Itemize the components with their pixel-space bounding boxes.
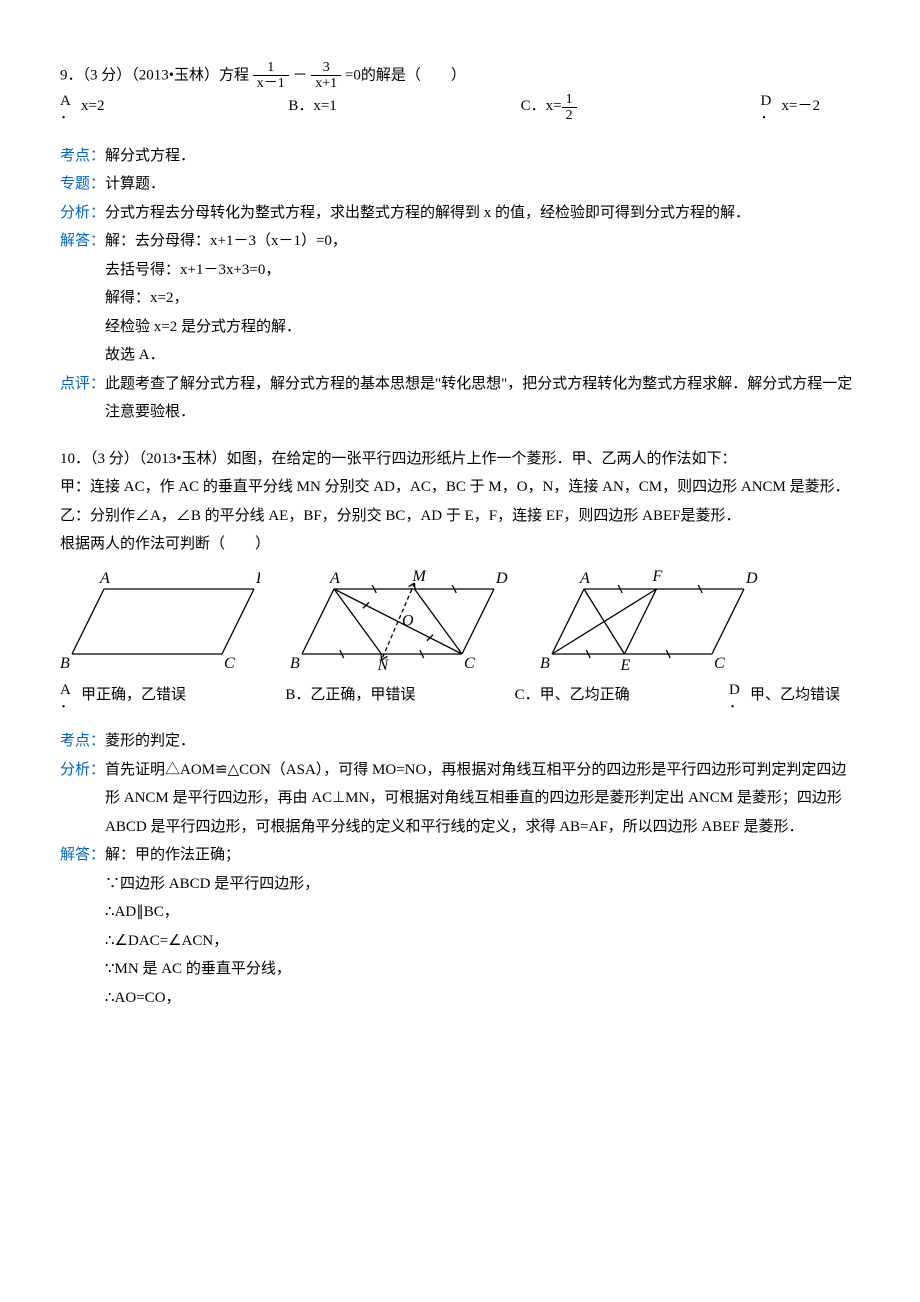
q10-fenxi: 分析： 首先证明△AOM≌△CON（ASA），可得 MO=NO，再根据对角线互相… <box>60 756 860 842</box>
svg-text:C: C <box>224 655 235 672</box>
q9-options: A ． x=2 B． x=1 C． x= 1 2 D ． x=－2 <box>60 92 820 124</box>
q9-stem: 9．（3 分）（2013•玉林）方程 1 x－1 － 3 x+1 =0的解是（ … <box>60 60 860 92</box>
q9-fenxi: 分析： 分式方程去分母转化为整式方程，求出整式方程的解得到 x 的值，经检验即可… <box>60 199 860 228</box>
svg-text:B: B <box>60 655 70 672</box>
q10-jieda: 解答： 解：甲的作法正确； ∵四边形 ABCD 是平行四边形， ∴AD∥BC， … <box>60 841 860 1012</box>
q10-options: A ． 甲正确，乙错误 B． 乙正确，甲错误 C． 甲、乙均正确 D ． 甲、乙… <box>60 681 840 710</box>
q9-kaodian: 考点： 解分式方程． <box>60 142 860 171</box>
q9-optA: A ． x=2 <box>60 92 104 121</box>
svg-text:A: A <box>99 570 110 587</box>
q9-frac2: 3 x+1 <box>311 60 341 92</box>
q10-stem-l1: 10．（3 分）（2013•玉林）如图，在给定的一张平行四边形纸片上作一个菱形．… <box>60 445 860 474</box>
q10-stem-l4: 根据两人的作法可判断（ ） <box>60 530 860 559</box>
svg-text:B: B <box>290 655 300 672</box>
svg-text:C: C <box>464 655 475 672</box>
svg-text:O: O <box>402 612 414 629</box>
svg-text:M: M <box>412 568 428 585</box>
q9-optC: C． x= 1 2 <box>521 92 577 124</box>
q9-optC-frac: 1 2 <box>562 92 577 124</box>
q9-optD: D ． x=－2 <box>760 92 819 121</box>
svg-text:F: F <box>651 568 662 585</box>
svg-text:C: C <box>714 655 725 672</box>
q10-optC: C． 甲、乙均正确 <box>515 681 630 710</box>
q9-stem-prefix: 9．（3 分）（2013•玉林）方程 <box>60 67 249 83</box>
q10-kaodian: 考点： 菱形的判定． <box>60 727 860 756</box>
diagram-parallelogram: A D B C <box>60 567 260 677</box>
q10-stem-l2: 甲：连接 AC，作 AC 的垂直平分线 MN 分别交 AD，AC，BC 于 M，… <box>60 473 860 502</box>
diagram-yi: A D B C F E <box>540 567 760 677</box>
q9-jieda: 解答： 解：去分母得：x+1－3（x－1）=0， 去括号得：x+1－3x+3=0… <box>60 227 860 370</box>
q9-frac1: 1 x－1 <box>253 60 289 92</box>
svg-text:N: N <box>376 657 389 674</box>
q10-diagrams: A D B C A D B C M N O A D B C F E <box>60 567 860 677</box>
svg-text:A: A <box>579 570 590 587</box>
svg-text:D: D <box>745 570 758 587</box>
q10-optD: D ． 甲、乙均错误 <box>729 681 840 710</box>
svg-text:D: D <box>255 570 260 587</box>
diagram-jia: A D B C M N O <box>290 567 510 677</box>
q10-optB: B． 乙正确，甲错误 <box>285 681 415 710</box>
svg-text:E: E <box>619 657 630 674</box>
q10-stem-l3: 乙：分别作∠A，∠B 的平分线 AE，BF，分别交 BC，AD 于 E，F，连接… <box>60 502 860 531</box>
q9-dianping: 点评： 此题考查了解分式方程，解分式方程的基本思想是"转化思想"，把分式方程转化… <box>60 370 860 427</box>
svg-text:B: B <box>540 655 550 672</box>
svg-text:A: A <box>329 570 340 587</box>
q9-stem-suffix: =0的解是（ ） <box>345 67 466 83</box>
q9-optB: B． x=1 <box>288 92 336 121</box>
svg-text:D: D <box>495 570 508 587</box>
q9-zhuanti: 专题： 计算题． <box>60 170 860 199</box>
q10-optA: A ． 甲正确，乙错误 <box>60 681 186 710</box>
q9-minus: － <box>293 67 312 83</box>
